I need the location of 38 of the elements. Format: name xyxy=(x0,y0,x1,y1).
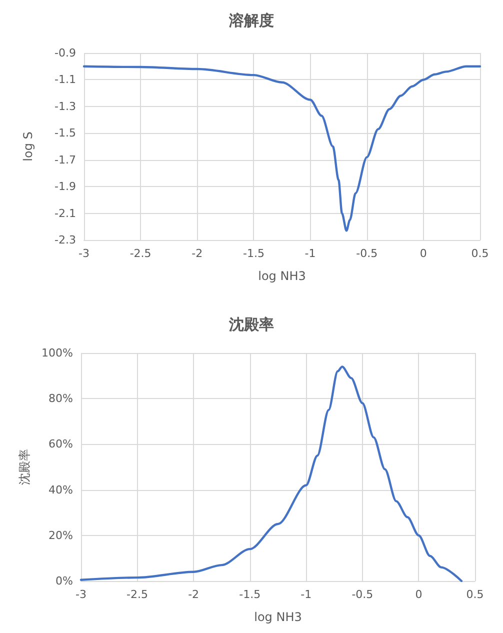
y-tick-label: -0.9 xyxy=(54,46,76,60)
y-tick-label: 60% xyxy=(48,438,73,451)
x-tick-label: -1.5 xyxy=(242,247,264,260)
x-tick-label: -2 xyxy=(192,247,203,260)
y-tick-label: -1.7 xyxy=(54,153,76,166)
y-tick-label: -1.5 xyxy=(54,126,76,140)
y-axis-title: 沈殿率 xyxy=(18,449,32,485)
y-tick-label: 0% xyxy=(56,574,73,588)
y-tick-label: 20% xyxy=(48,528,73,542)
x-tick-label: -1 xyxy=(304,247,316,260)
line-series xyxy=(82,65,482,232)
y-tick-label: -2.3 xyxy=(54,234,76,246)
x-tick-label: -3 xyxy=(78,247,90,260)
y-tick-label: -1.9 xyxy=(54,180,76,194)
y-axis-title: log S xyxy=(21,132,35,162)
y-tick-label: -1.1 xyxy=(54,73,76,86)
y-tick-label: 80% xyxy=(48,392,73,406)
y-tick-label: -1.3 xyxy=(54,100,76,113)
x-tick-label: 0.5 xyxy=(471,247,489,260)
chart-title: 沈殿率 xyxy=(228,316,274,334)
x-tick-label: -3 xyxy=(76,588,86,601)
line-series xyxy=(80,366,463,582)
x-axis-title: log NH3 xyxy=(258,269,306,283)
x-axis-title: log NH3 xyxy=(254,610,302,624)
x-tick-label: -2 xyxy=(188,588,200,601)
x-tick-label: 0.5 xyxy=(466,588,484,601)
x-tick-label: -1 xyxy=(300,588,312,601)
x-tick-label: -0.5 xyxy=(356,247,378,260)
x-tick-label: -1.5 xyxy=(239,588,261,601)
x-tick-label: -2.5 xyxy=(130,247,152,260)
x-tick-label: -0.5 xyxy=(352,588,374,601)
chart-title: 溶解度 xyxy=(228,12,274,30)
y-tick-label: -2.1 xyxy=(54,206,76,220)
x-tick-label: -2.5 xyxy=(126,588,148,601)
x-tick-label: 0 xyxy=(420,247,427,260)
x-tick-label: 0 xyxy=(415,588,422,601)
y-tick-label: 100% xyxy=(42,346,73,360)
y-tick-label: 40% xyxy=(48,483,73,496)
